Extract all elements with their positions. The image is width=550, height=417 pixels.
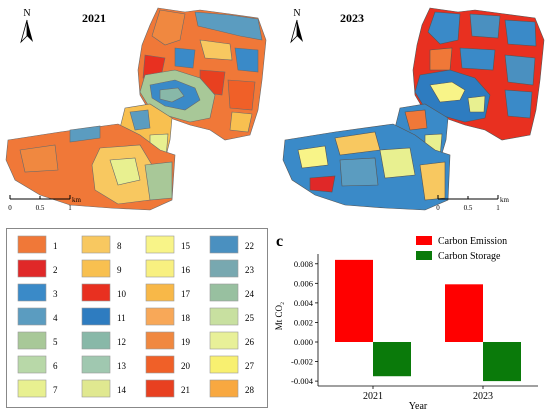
legend-label: 24 xyxy=(245,289,255,299)
scale-bar: 0 0.5 1 km xyxy=(8,195,82,212)
y-tick-label: 0.004 xyxy=(294,298,314,308)
svg-text:1: 1 xyxy=(68,204,72,212)
y-tick-label: 0.006 xyxy=(294,278,313,288)
legend-label: 28 xyxy=(245,385,255,395)
y-tick-label: -0.004 xyxy=(291,376,314,386)
y-tick-label: 0.000 xyxy=(294,337,313,347)
legend-swatch xyxy=(17,307,47,326)
legend-swatch xyxy=(209,259,239,278)
chart-legend-label: Carbon Storage xyxy=(438,251,501,262)
scale-bar: 0 0.5 1 km xyxy=(436,195,510,212)
legend-label: 21 xyxy=(181,385,190,395)
legend-swatch xyxy=(17,235,47,254)
y-tick-label: -0.002 xyxy=(291,357,313,367)
legend-label: 27 xyxy=(245,361,255,371)
legend-label: 14 xyxy=(117,385,127,395)
legend-label: 18 xyxy=(181,313,191,323)
x-axis-label: Year xyxy=(409,401,428,412)
svg-text:km: km xyxy=(500,196,510,204)
legend-label: 22 xyxy=(245,241,254,251)
legend-swatch xyxy=(145,283,175,302)
legend-label: 25 xyxy=(245,313,255,323)
legend-label: 9 xyxy=(117,265,122,275)
legend-swatch xyxy=(81,307,111,326)
chart-legend-label: Carbon Emission xyxy=(438,236,507,247)
map-year-label: 2021 xyxy=(82,11,106,25)
legend-swatch xyxy=(209,307,239,326)
svg-text:km: km xyxy=(72,196,82,204)
legend-swatch xyxy=(145,259,175,278)
svg-text:N: N xyxy=(23,8,30,19)
legend-swatch xyxy=(145,307,175,326)
chart-legend-swatch xyxy=(416,251,432,260)
legend-label: 3 xyxy=(53,289,58,299)
legend-swatch xyxy=(209,331,239,350)
legend-swatch xyxy=(145,355,175,374)
chart-legend-swatch xyxy=(416,236,432,245)
legend-label: 15 xyxy=(181,241,191,251)
legend-swatch xyxy=(145,235,175,254)
svg-text:N: N xyxy=(293,8,300,19)
svg-text:1: 1 xyxy=(496,204,500,212)
legend-swatch xyxy=(17,331,47,350)
bar-carbon-storage-2023 xyxy=(483,342,521,382)
legend-swatch xyxy=(17,283,47,302)
map-year-label: 2023 xyxy=(340,11,364,25)
x-tick-label: 2023 xyxy=(473,391,493,402)
map-panel-2023: N 2023 b xyxy=(280,0,550,222)
north-arrow-icon: N xyxy=(20,8,33,44)
legend-label: 7 xyxy=(53,385,58,395)
legend-label: 12 xyxy=(117,337,126,347)
legend-swatch xyxy=(81,259,111,278)
legend-label: 10 xyxy=(117,289,127,299)
bar-carbon-emission-2021 xyxy=(335,259,373,342)
legend-label: 13 xyxy=(117,361,127,371)
svg-text:0: 0 xyxy=(8,204,12,212)
legend-label: 6 xyxy=(53,361,58,371)
legend-label: 26 xyxy=(245,337,255,347)
legend-swatch xyxy=(81,331,111,350)
legend-label: 2 xyxy=(53,265,58,275)
legend-label: 5 xyxy=(53,337,58,347)
bar-carbon-emission-2023 xyxy=(445,284,483,342)
legend-label: 19 xyxy=(181,337,191,347)
legend-swatch xyxy=(81,355,111,374)
legend-label: 11 xyxy=(117,313,126,323)
legend-label: 4 xyxy=(53,313,58,323)
y-tick-label: 0.002 xyxy=(294,317,313,327)
legend-swatch xyxy=(81,283,111,302)
legend-swatch xyxy=(209,355,239,374)
y-axis-label: Mt CO₂ xyxy=(274,302,284,330)
svg-text:0.5: 0.5 xyxy=(464,204,473,212)
legend-swatch xyxy=(17,379,47,398)
svg-text:0: 0 xyxy=(436,204,440,212)
north-arrow-icon: N xyxy=(290,8,303,44)
legend-swatch xyxy=(145,331,175,350)
chart-panel-letter: c xyxy=(276,233,283,250)
legend-swatch xyxy=(209,379,239,398)
land-use-map-2023 xyxy=(282,7,545,211)
map-panel-2021: N 2021 a xyxy=(0,0,270,222)
legend-label: 20 xyxy=(181,361,191,371)
bar-carbon-storage-2021 xyxy=(373,342,411,377)
legend-label: 23 xyxy=(245,265,255,275)
legend-swatch xyxy=(209,283,239,302)
legend-label: 8 xyxy=(117,241,122,251)
legend-swatch xyxy=(17,355,47,374)
legend-label: 16 xyxy=(181,265,191,275)
carbon-bar-chart: c Mt CO₂ Year 0.008 0.006 0.004 0.002 0.000 -… xyxy=(268,228,550,412)
legend-swatch xyxy=(81,235,111,254)
legend-swatch xyxy=(209,235,239,254)
y-tick-label: 0.008 xyxy=(294,259,313,269)
land-use-map-2021 xyxy=(5,7,267,211)
x-tick-label: 2021 xyxy=(363,391,383,402)
land-use-legend: 1 2 3 4 5 6 7 8 9 10 11 12 13 14 15 16 17 18 19 20 21 22 23 24 2… xyxy=(6,228,268,408)
svg-text:0.5: 0.5 xyxy=(36,204,45,212)
legend-label: 1 xyxy=(53,241,58,251)
legend-swatch xyxy=(145,379,175,398)
legend-swatch xyxy=(81,379,111,398)
legend-label: 17 xyxy=(181,289,191,299)
legend-swatch xyxy=(17,259,47,278)
